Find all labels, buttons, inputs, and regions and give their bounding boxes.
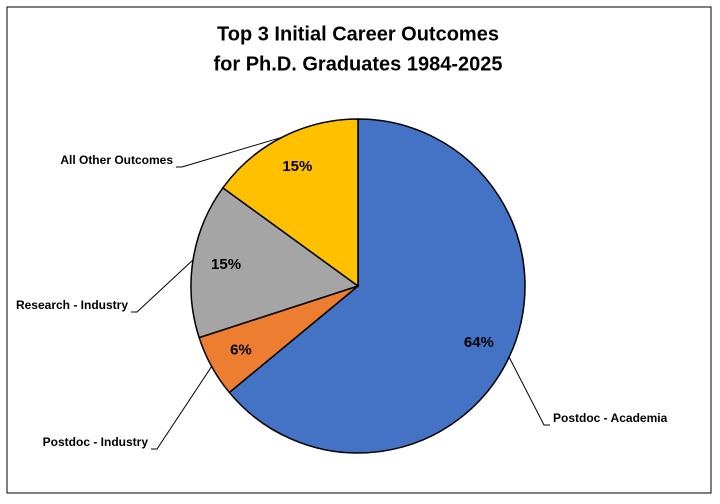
category-label: All Other Outcomes [60, 153, 173, 167]
category-label: Postdoc - Industry [43, 435, 149, 449]
category-label: Research - Industry [16, 298, 128, 312]
chart-title: Top 3 Initial Career Outcomes [217, 23, 499, 45]
category-label: Postdoc - Academia [553, 411, 668, 425]
value-label: 6% [230, 341, 252, 358]
leader-line [131, 259, 194, 313]
leader-line [508, 356, 550, 426]
leader-line [176, 136, 283, 168]
value-label: 15% [282, 158, 312, 175]
value-label: 15% [211, 256, 241, 273]
pie-slice [221, 118, 359, 288]
pie-slice [228, 118, 526, 454]
pie-slice [190, 186, 360, 339]
value-label: 64% [464, 334, 494, 351]
leader-line [151, 366, 213, 450]
chart-title: for Ph.D. Graduates 1984-2025 [213, 53, 502, 75]
